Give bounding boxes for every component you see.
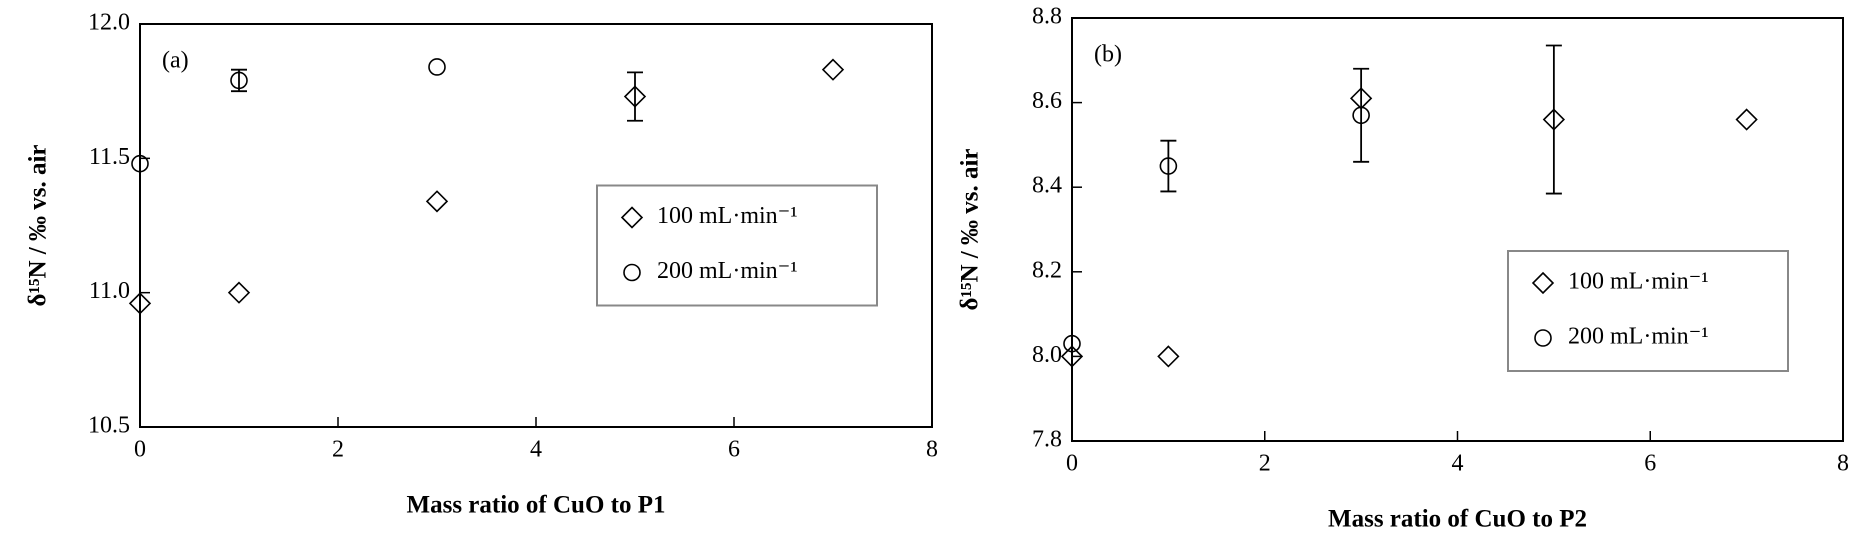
x-tick-label: 0 [1066,451,1078,477]
y-tick-label: 7.8 [1032,427,1062,453]
marker-circle [1159,157,1178,175]
marker-circle [230,71,248,90]
plot-frame [1071,17,1844,442]
marker-diamond [1735,108,1758,131]
x-tick-label: 4 [530,437,542,463]
marker-circle [428,58,446,76]
x-axis-label: Mass ratio of CuO to P1 [407,492,666,519]
legend-marker [620,206,644,229]
y-tick-label: 8.0 [1032,342,1062,368]
x-tick-label: 2 [332,437,344,463]
y-axis-label: δ¹⁵N / ‰ vs. air [25,145,52,307]
x-tick-label: 4 [1452,451,1464,477]
marker-diamond [1060,345,1084,368]
marker-diamond [1157,345,1180,368]
panel-label: (b) [1094,42,1122,68]
error-bar [231,68,247,93]
y-tick-label: 11.0 [89,278,130,304]
y-tick-label: 8.4 [1032,173,1062,199]
marker-circle [1352,106,1370,125]
y-axis-label: δ¹⁵N / ‰ vs. air [957,149,984,311]
x-tick-label: 6 [728,437,740,463]
marker-circle [1063,334,1081,353]
legend-marker [623,263,641,282]
legend-label: 100 mL·min⁻¹ [657,203,798,229]
marker-diamond [128,292,152,315]
error-bar [1353,67,1370,163]
x-tick-label: 2 [1259,451,1271,477]
marker-diamond [821,58,845,81]
error-bar [1545,44,1562,195]
legend-box [1507,250,1789,372]
marker-diamond [623,85,647,108]
y-tick-label: 8.6 [1032,88,1062,114]
x-tick-label: 6 [1644,451,1656,477]
marker-diamond [227,281,251,304]
legend-marker [1531,271,1555,295]
legend-marker [1534,329,1552,347]
y-tick-label: 8.8 [1032,4,1062,30]
legend-label: 200 mL·min⁻¹ [1568,324,1709,350]
x-tick-label: 8 [926,437,938,463]
marker-diamond [425,190,449,213]
error-bar [627,71,643,122]
y-tick-label: 10.5 [88,413,130,439]
y-tick-label: 12.0 [88,10,130,36]
panel-label: (a) [162,48,189,74]
x-tick-label: 0 [134,437,146,463]
legend-label: 200 mL·min⁻¹ [657,258,798,284]
legend-box [596,184,878,307]
error-bar [1160,139,1177,193]
y-tick-label: 11.5 [89,144,130,170]
marker-circle [131,154,149,173]
marker-diamond [1542,108,1566,131]
y-tick-label: 8.2 [1032,257,1062,283]
x-tick-label: 8 [1837,451,1849,477]
legend-label: 100 mL·min⁻¹ [1568,269,1709,295]
x-axis-label: Mass ratio of CuO to P2 [1328,506,1587,533]
